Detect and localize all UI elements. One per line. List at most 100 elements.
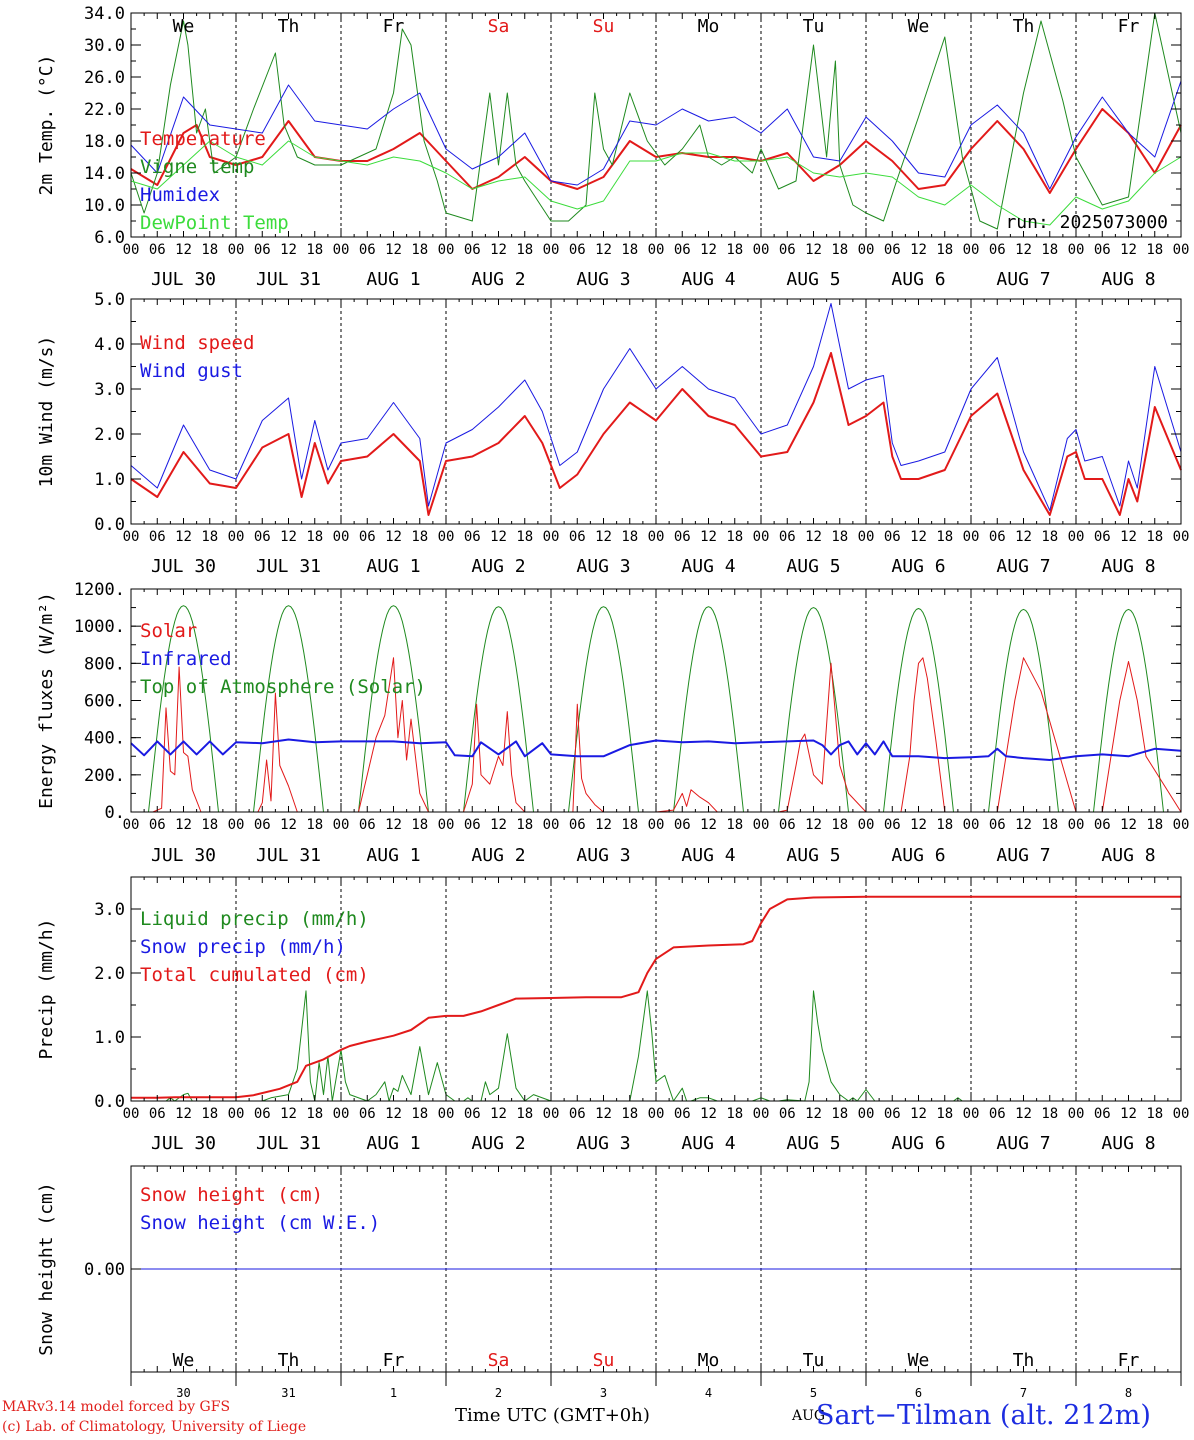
hour-label: 18 bbox=[831, 529, 848, 545]
hour-label: 12 bbox=[490, 1106, 507, 1122]
date-label: AUG 6 bbox=[891, 1133, 945, 1154]
hour-label: 18 bbox=[411, 1106, 428, 1122]
legend-entry: Snow precip (mm/h) bbox=[140, 936, 346, 958]
hour-label: 00 bbox=[1068, 1106, 1085, 1122]
hour-label: 00 bbox=[648, 817, 665, 833]
hour-label: 00 bbox=[438, 529, 455, 545]
hour-label: 12 bbox=[700, 1106, 717, 1122]
hour-label: 06 bbox=[884, 817, 901, 833]
date-label: JUL 31 bbox=[256, 1133, 321, 1154]
y-tick-label: 18.0 bbox=[84, 132, 125, 152]
hour-label: 00 bbox=[858, 529, 875, 545]
date-label: AUG 8 bbox=[1101, 845, 1155, 866]
day-name-label: We bbox=[173, 1350, 195, 1371]
hour-label: 00 bbox=[1068, 529, 1085, 545]
panel-2: 0.0 1.0 2.0 3.0 4.0 5.0 10m Wind (m/s) Wind spe… bbox=[36, 290, 1189, 577]
hour-label: 06 bbox=[1094, 242, 1111, 258]
hour-label: 00 bbox=[648, 529, 665, 545]
date-label: AUG 7 bbox=[996, 556, 1050, 577]
hour-label: 12 bbox=[595, 1106, 612, 1122]
series-line-total-cumulated-cm- bbox=[131, 895, 1181, 1099]
legend-entry: Solar bbox=[140, 620, 197, 642]
hour-label: 00 bbox=[123, 242, 140, 258]
hour-label: 06 bbox=[674, 1106, 691, 1122]
hour-label: 06 bbox=[1094, 529, 1111, 545]
y-tick-label: 0.00 bbox=[84, 1260, 125, 1280]
date-label: JUL 30 bbox=[151, 845, 216, 866]
hour-label: 06 bbox=[779, 529, 796, 545]
hour-label: 12 bbox=[385, 529, 402, 545]
date-label: JUL 31 bbox=[256, 269, 321, 290]
hour-label: 12 bbox=[490, 242, 507, 258]
date-label: AUG 4 bbox=[681, 269, 735, 290]
date-label: JUL 30 bbox=[151, 556, 216, 577]
hour-label: 12 bbox=[1015, 242, 1032, 258]
legend-entry: Total cumulated (cm) bbox=[140, 964, 369, 986]
day-number-label: 6 bbox=[915, 1386, 922, 1400]
y-tick-label: 3.0 bbox=[94, 900, 125, 920]
day-name-label: Fr bbox=[1118, 1350, 1140, 1371]
hour-label: 06 bbox=[359, 1106, 376, 1122]
day-number-label: 3 bbox=[600, 1386, 607, 1400]
hour-label: 00 bbox=[1173, 1106, 1190, 1122]
hour-label: 18 bbox=[306, 529, 323, 545]
date-label: AUG 5 bbox=[786, 845, 840, 866]
hour-label: 18 bbox=[831, 817, 848, 833]
hour-label: 12 bbox=[910, 242, 927, 258]
hour-label: 00 bbox=[648, 1106, 665, 1122]
hour-label: 06 bbox=[569, 242, 586, 258]
hour-label: 06 bbox=[149, 242, 166, 258]
series-line-wind-speed bbox=[130, 352, 1182, 516]
hour-label: 18 bbox=[831, 1106, 848, 1122]
date-label: AUG 4 bbox=[681, 556, 735, 577]
y-axis-label: Snow height (cm) bbox=[36, 1182, 57, 1355]
day-number-label: 1 bbox=[390, 1386, 397, 1400]
hour-label: 12 bbox=[490, 817, 507, 833]
plot-frame bbox=[130, 298, 1182, 525]
legend-entry: Humidex bbox=[140, 184, 220, 206]
hour-label: 00 bbox=[1173, 817, 1190, 833]
hour-label: 06 bbox=[149, 1106, 166, 1122]
hour-label: 12 bbox=[910, 1106, 927, 1122]
hour-label: 06 bbox=[884, 1106, 901, 1122]
hour-label: 12 bbox=[595, 529, 612, 545]
hour-label: 00 bbox=[1173, 242, 1190, 258]
hour-label: 12 bbox=[175, 1106, 192, 1122]
day-name-label: Su bbox=[593, 1350, 615, 1371]
hour-label: 12 bbox=[175, 242, 192, 258]
y-tick-label: 3.0 bbox=[94, 380, 125, 400]
date-label: AUG 7 bbox=[996, 845, 1050, 866]
hour-label: 00 bbox=[333, 242, 350, 258]
hour-label: 12 bbox=[1015, 817, 1032, 833]
hour-label: 18 bbox=[621, 529, 638, 545]
hour-label: 18 bbox=[306, 817, 323, 833]
hour-label: 12 bbox=[910, 529, 927, 545]
hour-label: 18 bbox=[1146, 817, 1163, 833]
hour-label: 00 bbox=[228, 242, 245, 258]
hour-label: 18 bbox=[201, 242, 218, 258]
hour-label: 06 bbox=[989, 1106, 1006, 1122]
hour-label: 18 bbox=[201, 817, 218, 833]
credit-model: MARv3.14 model forced by GFS bbox=[2, 1399, 231, 1415]
y-tick-label: 6.0 bbox=[94, 228, 125, 248]
legend-entry: Liquid precip (mm/h) bbox=[140, 908, 369, 930]
hour-label: 18 bbox=[306, 242, 323, 258]
day-name-label: We bbox=[908, 16, 930, 37]
date-label: AUG 2 bbox=[471, 556, 525, 577]
hour-label: 18 bbox=[201, 529, 218, 545]
date-label: AUG 2 bbox=[471, 845, 525, 866]
hour-label: 18 bbox=[411, 817, 428, 833]
hour-label: 12 bbox=[595, 817, 612, 833]
date-label: AUG 8 bbox=[1101, 556, 1155, 577]
panel-4: 0.0 1.0 2.0 3.0 Precip (mm/h) Liquid precip (… bbox=[36, 876, 1190, 1154]
hour-label: 12 bbox=[280, 529, 297, 545]
hour-label: 12 bbox=[1120, 529, 1137, 545]
hour-label: 18 bbox=[516, 242, 533, 258]
hour-label: 12 bbox=[1015, 529, 1032, 545]
hour-label: 06 bbox=[779, 817, 796, 833]
date-label: AUG 5 bbox=[786, 1133, 840, 1154]
hour-label: 06 bbox=[464, 529, 481, 545]
hour-label: 00 bbox=[753, 242, 770, 258]
y-tick-label: 22.0 bbox=[84, 100, 125, 120]
y-tick-label: 4.0 bbox=[94, 335, 125, 355]
